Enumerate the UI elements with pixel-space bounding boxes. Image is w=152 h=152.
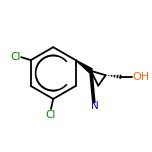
Text: N: N [91,101,98,111]
Text: OH: OH [132,72,149,82]
Polygon shape [76,60,92,73]
Text: Cl: Cl [46,110,56,120]
Text: Cl: Cl [10,52,21,62]
